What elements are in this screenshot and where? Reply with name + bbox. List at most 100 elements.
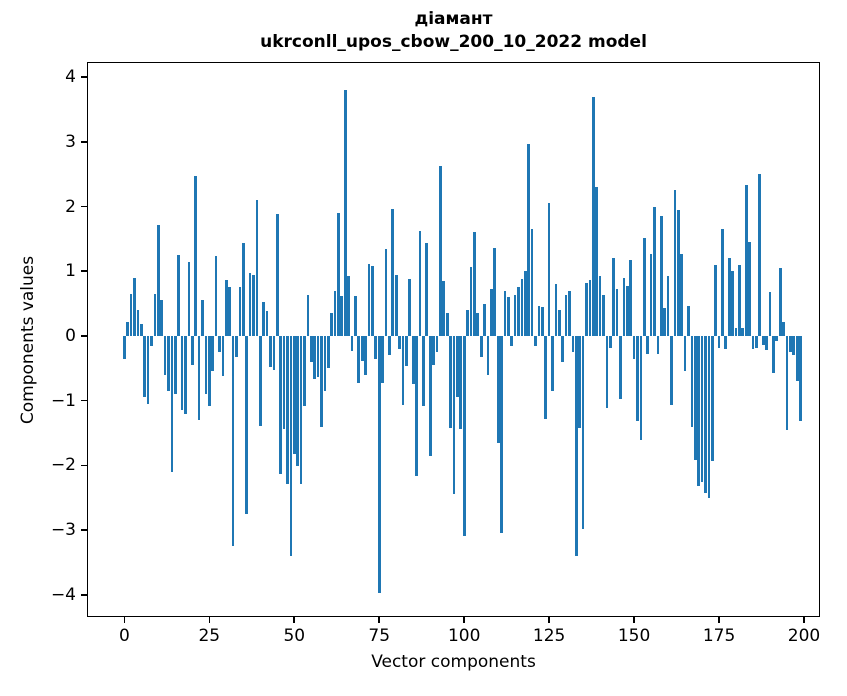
bar-96 bbox=[449, 335, 452, 428]
bar-162 bbox=[673, 190, 677, 336]
bar-90 bbox=[428, 335, 432, 456]
bar-18 bbox=[184, 335, 187, 414]
bar-168 bbox=[693, 335, 697, 460]
bar-75 bbox=[377, 335, 381, 593]
bar-101 bbox=[466, 310, 469, 336]
y-tick-label: −4 bbox=[50, 584, 76, 605]
x-tick-label: 150 bbox=[617, 626, 651, 646]
bar-102 bbox=[469, 267, 473, 336]
x-tick-label: 175 bbox=[702, 626, 736, 646]
bar-67 bbox=[350, 335, 354, 351]
bar-195 bbox=[785, 335, 789, 430]
bar-53 bbox=[303, 335, 306, 406]
bar-89 bbox=[425, 243, 429, 336]
bar-161 bbox=[670, 335, 673, 405]
x-tick-label: 125 bbox=[532, 626, 566, 646]
bar-11 bbox=[160, 300, 164, 336]
bar-189 bbox=[765, 335, 768, 350]
bar-55 bbox=[309, 335, 313, 362]
bar-103 bbox=[473, 232, 476, 336]
bar-76 bbox=[381, 335, 384, 383]
bar-42 bbox=[265, 311, 269, 336]
bar-137 bbox=[588, 280, 592, 336]
bar-92 bbox=[435, 335, 439, 353]
bar-169 bbox=[697, 335, 700, 487]
bar-179 bbox=[731, 271, 734, 336]
bar-25 bbox=[207, 335, 211, 407]
bar-36 bbox=[245, 335, 249, 514]
bar-186 bbox=[755, 335, 758, 348]
bar-62 bbox=[333, 290, 337, 336]
bar-51 bbox=[296, 335, 299, 466]
bar-114 bbox=[510, 335, 514, 346]
bar-99 bbox=[459, 335, 463, 430]
bar-180 bbox=[734, 328, 738, 336]
bar-83 bbox=[405, 335, 408, 366]
bar-177 bbox=[724, 335, 728, 349]
y-tick-label: 2 bbox=[65, 196, 76, 217]
bar-45 bbox=[275, 214, 279, 336]
bar-65 bbox=[343, 90, 347, 336]
bar-173 bbox=[710, 335, 714, 461]
bar-158 bbox=[659, 216, 663, 336]
bar-4 bbox=[136, 310, 140, 336]
bar-34 bbox=[238, 287, 242, 336]
bar-151 bbox=[636, 335, 639, 421]
bar-121 bbox=[534, 335, 537, 346]
x-tick bbox=[548, 616, 550, 623]
bar-59 bbox=[323, 335, 327, 391]
bar-106 bbox=[483, 304, 486, 336]
y-tick bbox=[81, 464, 88, 467]
bar-37 bbox=[248, 272, 252, 336]
bar-138 bbox=[591, 96, 595, 336]
bar-49 bbox=[289, 335, 293, 556]
bar-131 bbox=[568, 290, 571, 336]
y-tick-label: −1 bbox=[50, 390, 76, 411]
bar-163 bbox=[676, 209, 680, 336]
bar-193 bbox=[778, 268, 782, 336]
bar-110 bbox=[496, 335, 500, 443]
bar-47 bbox=[282, 335, 286, 430]
bar-81 bbox=[398, 335, 401, 349]
bar-57 bbox=[316, 335, 320, 378]
bar-85 bbox=[411, 335, 415, 385]
bar-70 bbox=[360, 335, 364, 361]
chart-title: діамант ukrconll_upos_cbow_200_10_2022 m… bbox=[87, 8, 820, 54]
bar-130 bbox=[564, 294, 568, 336]
bar-170 bbox=[700, 335, 704, 482]
bar-61 bbox=[330, 313, 333, 336]
bar-94 bbox=[442, 280, 446, 336]
bar-112 bbox=[503, 290, 507, 336]
bar-97 bbox=[452, 335, 456, 495]
bar-122 bbox=[537, 306, 541, 336]
x-tick-label: 50 bbox=[283, 626, 306, 646]
bar-146 bbox=[619, 335, 622, 400]
plot-area: Components values Vector components −4 −3… bbox=[18, 62, 820, 672]
bar-46 bbox=[279, 335, 283, 475]
bar-86 bbox=[415, 335, 418, 476]
y-tick-label: 0 bbox=[65, 325, 76, 346]
bar-145 bbox=[615, 289, 619, 336]
y-tick-label: 1 bbox=[65, 261, 76, 282]
y-tick bbox=[81, 205, 88, 208]
y-axis-label: Components values bbox=[18, 255, 38, 424]
y-tick-label: 3 bbox=[65, 131, 76, 152]
bar-28 bbox=[218, 335, 221, 353]
y-tick bbox=[81, 529, 88, 531]
x-tick-label: 0 bbox=[118, 626, 130, 646]
bar-87 bbox=[418, 231, 422, 336]
bar-109 bbox=[493, 248, 497, 336]
bar-38 bbox=[252, 274, 255, 336]
x-tick-label: 200 bbox=[787, 626, 821, 646]
bar-40 bbox=[258, 335, 262, 426]
bar-116 bbox=[517, 287, 520, 336]
bar-95 bbox=[445, 312, 449, 336]
chart-title-model: ukrconll_upos_cbow_200_10_2022 model bbox=[260, 32, 647, 52]
bar-17 bbox=[180, 335, 184, 411]
bar-175 bbox=[717, 335, 721, 348]
bar-64 bbox=[340, 295, 344, 336]
bar-71 bbox=[364, 335, 367, 375]
bar-100 bbox=[462, 335, 466, 537]
bar-10 bbox=[156, 224, 160, 336]
